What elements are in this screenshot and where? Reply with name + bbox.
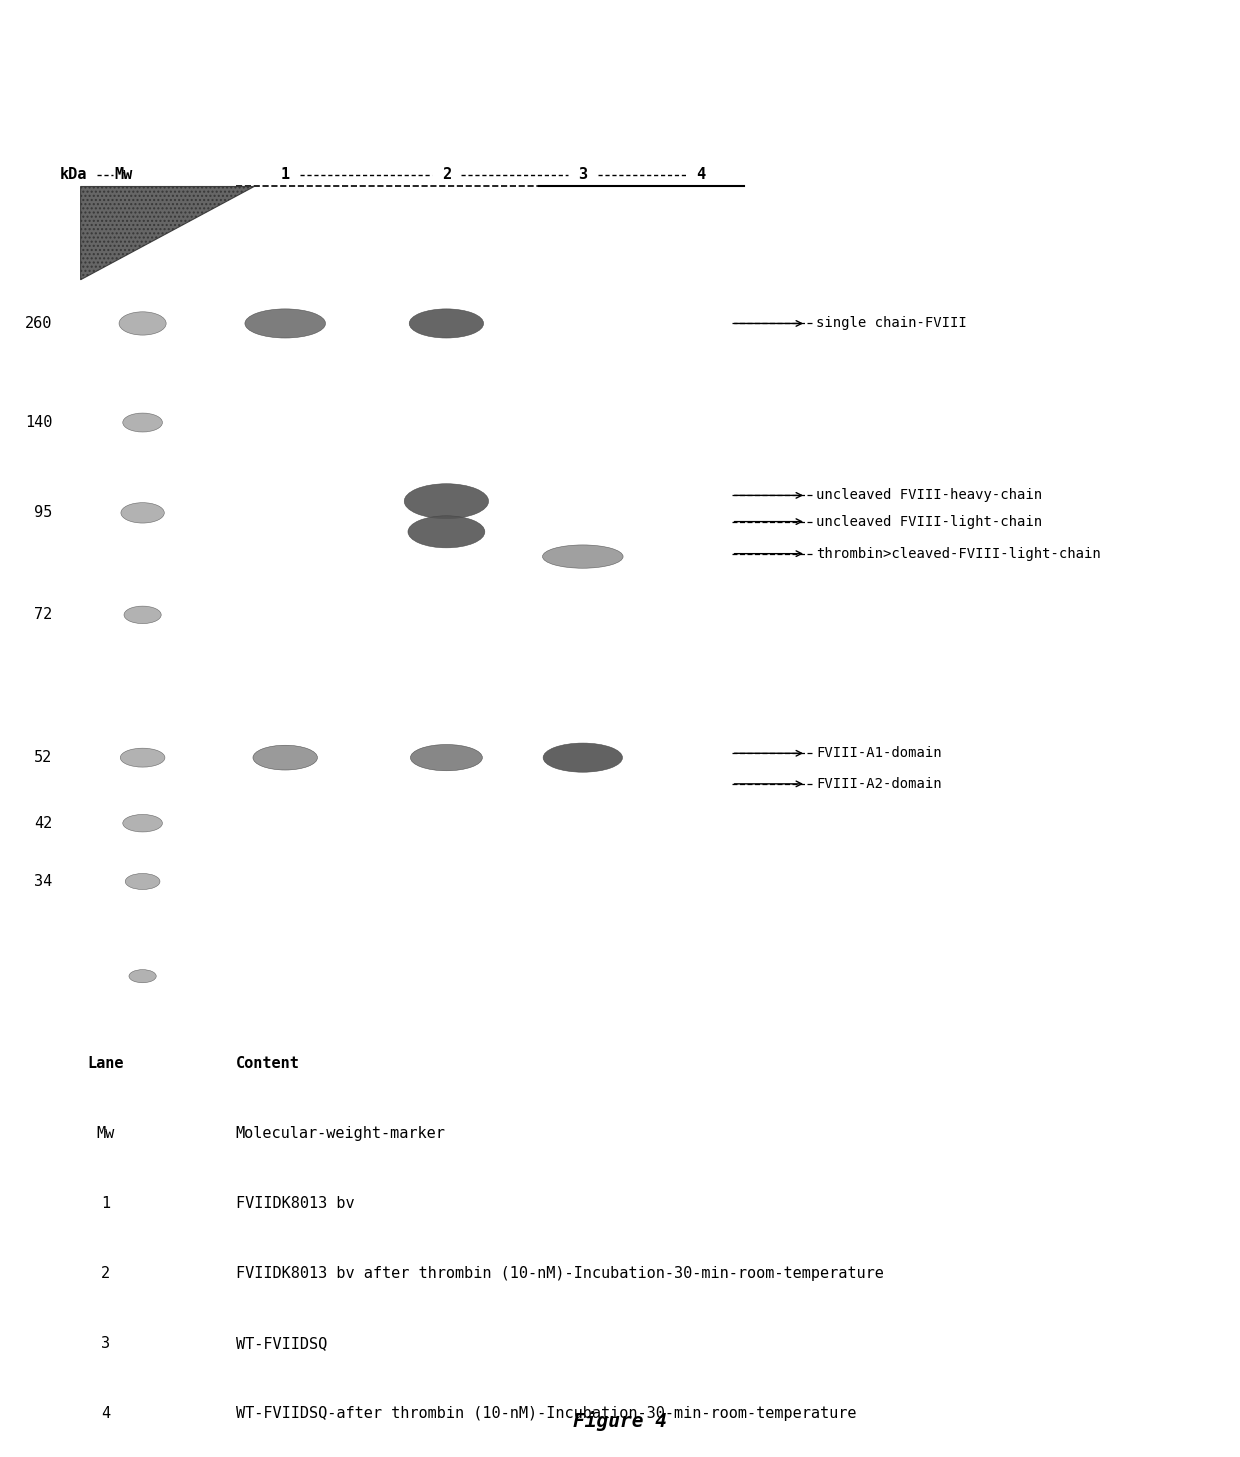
Text: 4: 4 <box>696 168 706 182</box>
Text: thrombin>cleaved-FVIII-light-chain: thrombin>cleaved-FVIII-light-chain <box>816 546 1101 561</box>
Ellipse shape <box>408 516 485 548</box>
Ellipse shape <box>409 309 484 338</box>
Text: Mw: Mw <box>97 1126 114 1141</box>
Text: Mw: Mw <box>114 168 133 182</box>
Ellipse shape <box>125 874 160 889</box>
Text: Figure 4: Figure 4 <box>573 1410 667 1431</box>
Ellipse shape <box>120 749 165 766</box>
Ellipse shape <box>119 312 166 335</box>
Text: 52: 52 <box>33 750 52 765</box>
Text: 2: 2 <box>441 168 451 182</box>
Ellipse shape <box>244 309 325 338</box>
Ellipse shape <box>123 414 162 431</box>
Ellipse shape <box>410 745 482 771</box>
Text: 2: 2 <box>100 1266 110 1281</box>
Ellipse shape <box>543 545 622 568</box>
Text: uncleaved FVIII-light-chain: uncleaved FVIII-light-chain <box>816 514 1042 529</box>
Text: uncleaved FVIII-heavy-chain: uncleaved FVIII-heavy-chain <box>816 488 1042 503</box>
Text: 140: 140 <box>25 415 52 430</box>
Text: 3: 3 <box>578 168 588 182</box>
Ellipse shape <box>129 970 156 982</box>
Text: 1: 1 <box>100 1196 110 1211</box>
Ellipse shape <box>120 503 164 523</box>
Text: Molecular-weight-marker: Molecular-weight-marker <box>236 1126 445 1141</box>
Text: WT-FVIIDSQ-after thrombin (10-nM)-Incubation-30-min-room-temperature: WT-FVIIDSQ-after thrombin (10-nM)-Incuba… <box>236 1406 856 1421</box>
Ellipse shape <box>124 606 161 624</box>
Text: FVIII-A1-domain: FVIII-A1-domain <box>816 746 941 761</box>
Text: 42: 42 <box>33 816 52 830</box>
Polygon shape <box>81 186 254 280</box>
Text: WT-FVIIDSQ: WT-FVIIDSQ <box>236 1336 327 1351</box>
Text: 4: 4 <box>100 1406 110 1421</box>
Text: 72: 72 <box>33 608 52 622</box>
Text: 95: 95 <box>33 506 52 520</box>
Ellipse shape <box>123 814 162 832</box>
Ellipse shape <box>543 743 622 772</box>
Text: 3: 3 <box>100 1336 110 1351</box>
Text: single chain-FVIII: single chain-FVIII <box>816 316 967 331</box>
Text: FVIIDK8013 bv after thrombin (10-nM)-Incubation-30-min-room-temperature: FVIIDK8013 bv after thrombin (10-nM)-Inc… <box>236 1266 883 1281</box>
Ellipse shape <box>404 484 489 519</box>
Text: FVIII-A2-domain: FVIII-A2-domain <box>816 777 941 791</box>
Text: FVIIDK8013 bv: FVIIDK8013 bv <box>236 1196 355 1211</box>
Text: Lane: Lane <box>87 1056 124 1071</box>
Text: Content: Content <box>236 1056 300 1071</box>
Ellipse shape <box>253 746 317 769</box>
Text: kDa: kDa <box>60 168 87 182</box>
Text: 34: 34 <box>33 874 52 889</box>
Text: 1: 1 <box>280 168 290 182</box>
Text: 260: 260 <box>25 316 52 331</box>
